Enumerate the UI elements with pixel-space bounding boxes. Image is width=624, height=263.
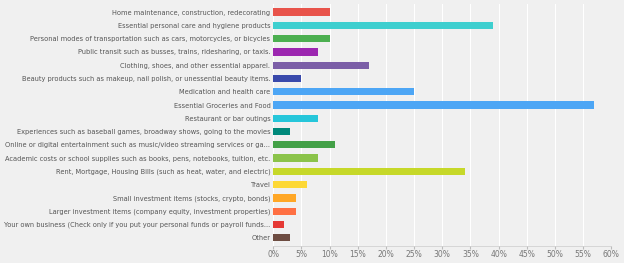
Bar	[273, 101, 595, 109]
Bar	[273, 88, 414, 95]
Bar	[273, 234, 290, 241]
Bar	[273, 141, 335, 149]
Bar	[273, 208, 296, 215]
Bar	[273, 168, 465, 175]
Bar	[273, 48, 318, 55]
Bar	[273, 75, 301, 82]
Bar	[273, 35, 329, 42]
Bar	[273, 221, 285, 228]
Bar	[273, 181, 307, 188]
Bar	[273, 62, 369, 69]
Bar	[273, 128, 290, 135]
Bar	[273, 8, 329, 16]
Bar	[273, 194, 296, 201]
Bar	[273, 115, 318, 122]
Bar	[273, 154, 318, 162]
Bar	[273, 22, 493, 29]
